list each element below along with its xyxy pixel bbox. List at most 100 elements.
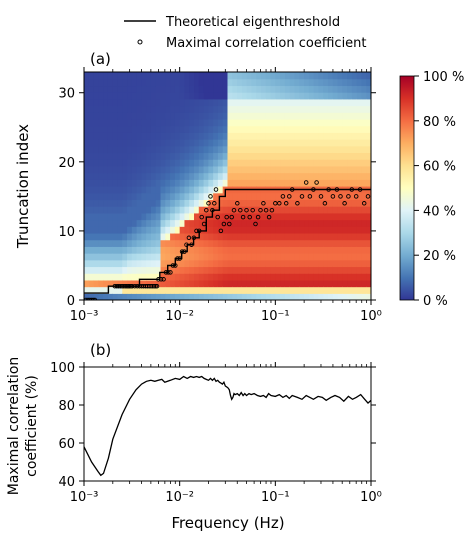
heatmap-cell bbox=[88, 232, 95, 241]
heatmap-cell bbox=[93, 139, 99, 147]
heatmap-cell bbox=[112, 145, 119, 154]
heatmap-cell bbox=[256, 266, 262, 274]
heatmap-cell bbox=[294, 78, 300, 87]
heatmap-cell bbox=[170, 78, 176, 87]
heatmap-cell bbox=[127, 139, 133, 147]
heatmap-cell bbox=[366, 253, 371, 261]
heatmap-cell bbox=[351, 145, 358, 154]
heatmap-cell bbox=[146, 293, 152, 300]
heatmap-cell bbox=[232, 85, 238, 93]
heatmap-cell bbox=[107, 112, 114, 120]
heatmap-cell bbox=[155, 112, 162, 120]
heatmap-cell bbox=[347, 259, 353, 268]
heatmap-cell bbox=[237, 226, 243, 234]
heatmap-cell bbox=[165, 286, 171, 294]
heatmap-cell bbox=[198, 279, 205, 288]
heatmap-cell bbox=[112, 92, 119, 100]
heatmap-cell bbox=[165, 199, 171, 207]
heatmap-cell bbox=[265, 226, 272, 234]
heatmap-cell bbox=[222, 105, 229, 113]
heatmap-cell bbox=[165, 145, 171, 154]
heatmap-cell bbox=[150, 132, 157, 140]
max-correlation-point bbox=[92, 297, 98, 300]
heatmap-cell bbox=[127, 118, 133, 127]
max-correlation-point bbox=[168, 270, 173, 275]
heatmap-cell bbox=[342, 112, 348, 120]
heatmap-cell bbox=[217, 152, 224, 160]
heatmap-cell bbox=[174, 259, 181, 268]
heatmap-cell bbox=[327, 179, 334, 187]
heatmap-cell bbox=[275, 98, 281, 107]
heatmap-cell bbox=[117, 165, 123, 174]
heatmap-cell bbox=[284, 232, 291, 241]
heatmap-cell bbox=[342, 199, 348, 207]
heatmap-cell bbox=[347, 266, 353, 274]
heatmap-cell bbox=[189, 179, 195, 187]
heatmap-cell bbox=[327, 172, 334, 180]
x-tick-label: 10⁻³ bbox=[70, 309, 99, 324]
heatmap-cell bbox=[146, 172, 152, 180]
heatmap-cell bbox=[342, 165, 348, 174]
heatmap-cell bbox=[251, 145, 257, 154]
heatmap-cell bbox=[323, 139, 329, 147]
max-correlation-point bbox=[224, 214, 229, 220]
heatmap-cell bbox=[256, 105, 262, 113]
heatmap-cell bbox=[103, 226, 109, 234]
heatmap-cell bbox=[351, 165, 358, 174]
heatmap-cell bbox=[112, 212, 119, 221]
heatmap-cell bbox=[294, 105, 300, 113]
heatmap-cell bbox=[251, 279, 257, 288]
heatmap-cell bbox=[155, 199, 162, 207]
heatmap-cell bbox=[347, 179, 353, 187]
heatmap-cell bbox=[299, 72, 305, 80]
heatmap-cell bbox=[198, 118, 205, 127]
heatmap-cell bbox=[280, 72, 286, 80]
heatmap-cell bbox=[93, 186, 99, 194]
heatmap-cell bbox=[366, 219, 371, 227]
heatmap-cell bbox=[217, 239, 224, 247]
heatmap-cell bbox=[93, 125, 99, 133]
heatmap-cell bbox=[342, 253, 348, 261]
heatmap-cell bbox=[103, 212, 109, 221]
heatmap-cell bbox=[313, 139, 319, 147]
max-correlation-point bbox=[229, 214, 234, 220]
heatmap-cell bbox=[280, 286, 286, 294]
heatmap-cell bbox=[299, 179, 305, 187]
heatmap-cell bbox=[131, 159, 138, 167]
heatmap-cell bbox=[304, 286, 310, 294]
heatmap-cell bbox=[141, 219, 147, 227]
heatmap-cell bbox=[251, 246, 257, 254]
heatmap-cell bbox=[332, 279, 339, 288]
heatmap-cell bbox=[141, 159, 147, 167]
heatmap-cell bbox=[194, 192, 200, 201]
heatmap-cell bbox=[184, 266, 190, 274]
heatmap-cell bbox=[256, 132, 262, 140]
max-correlation-point bbox=[161, 277, 166, 282]
max-correlation-point bbox=[163, 270, 169, 275]
heatmap-cell bbox=[294, 152, 300, 160]
heatmap-cell bbox=[93, 253, 99, 261]
heatmap-cell bbox=[251, 152, 257, 160]
heatmap-cell bbox=[260, 273, 267, 281]
heatmap-cell bbox=[127, 92, 133, 100]
heatmap-cell bbox=[155, 139, 162, 147]
heatmap-cell bbox=[294, 232, 300, 241]
heatmap-cell bbox=[84, 192, 90, 201]
heatmap-cell bbox=[84, 199, 90, 207]
heatmap-cell bbox=[351, 212, 358, 221]
heatmap-cell bbox=[184, 212, 190, 221]
max-correlation-point bbox=[289, 187, 295, 192]
heatmap-cell bbox=[351, 112, 358, 120]
max-correlation-point bbox=[186, 235, 192, 241]
heatmap-cell bbox=[150, 293, 157, 300]
heatmap-cell bbox=[308, 92, 315, 100]
heatmap-cell bbox=[165, 125, 171, 133]
heatmap-cell bbox=[203, 105, 209, 113]
heatmap-cell bbox=[275, 132, 281, 140]
heatmap-cell bbox=[127, 232, 133, 241]
heatmap-cell bbox=[146, 232, 152, 241]
heatmap-cell bbox=[313, 159, 319, 167]
heatmap-cell bbox=[208, 118, 214, 127]
heatmap-cell bbox=[294, 253, 300, 261]
heatmap-cell bbox=[356, 199, 363, 207]
